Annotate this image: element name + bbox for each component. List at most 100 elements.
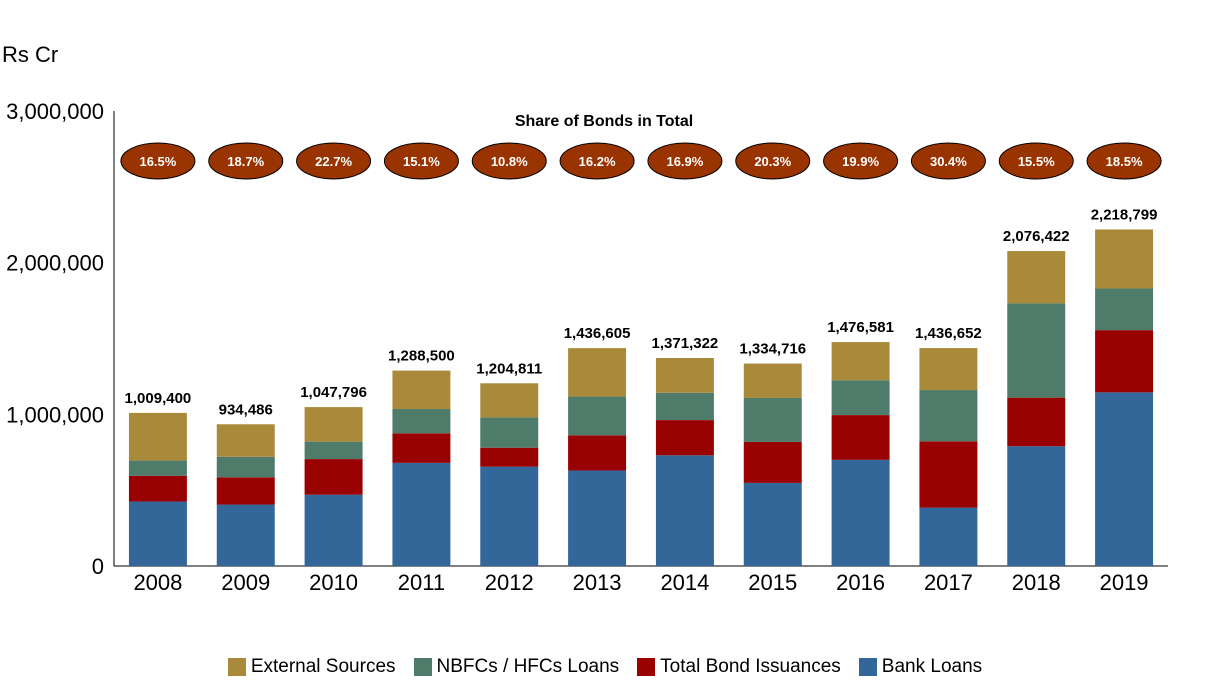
bar-segment-nbfcs-hfcs-loans: [1007, 303, 1066, 398]
bar-segment-nbfcs-hfcs-loans: [568, 396, 627, 436]
bars: [128, 229, 1154, 566]
bond-share-oval: 18.7%: [208, 142, 284, 180]
bar-segment-bank-loans: [480, 466, 539, 566]
legend-item: NBFCs / HFCs Loans: [413, 656, 620, 678]
bar-segment-bank-loans: [919, 507, 978, 566]
bar-segment-bank-loans: [743, 482, 802, 566]
bar-segment-total-bond-issuances: [304, 459, 363, 495]
bar-segment-total-bond-issuances: [392, 433, 451, 463]
bond-share-oval: 20.3%: [735, 142, 811, 180]
bond-share-ovals: 16.5% 18.7% 22.7% 15.1% 10.8% 16.2% 16.9% 20.3%…: [120, 142, 1162, 180]
bar-segment-total-bond-issuances: [216, 477, 275, 505]
total-label: 1,436,652: [915, 325, 982, 342]
bar-segment-external-sources: [919, 348, 978, 391]
bar-segment-nbfcs-hfcs-loans: [1095, 288, 1154, 331]
legend-swatch: [227, 658, 246, 676]
bond-share-oval: 16.2%: [559, 142, 635, 180]
bond-share-oval: 16.9%: [647, 142, 723, 180]
bar-segment-nbfcs-hfcs-loans: [655, 392, 714, 421]
total-label: 1,334,716: [739, 341, 806, 358]
x-tick-label: 2011: [398, 570, 445, 595]
bar-segment-bank-loans: [831, 459, 890, 566]
bar-segment-external-sources: [1095, 229, 1154, 289]
oval-label: 20.3%: [754, 154, 791, 169]
bar-segment-total-bond-issuances: [568, 435, 627, 471]
oval-shape: [208, 142, 284, 180]
bond-share-oval: 15.5%: [998, 142, 1074, 180]
oval-shape: [910, 142, 986, 180]
total-label: 1,436,605: [564, 325, 631, 342]
y-axis-unit-label: Rs Cr: [2, 42, 59, 67]
y-tick-label: 0: [92, 554, 104, 579]
x-tick-label: 2010: [309, 570, 358, 595]
bond-share-oval: 22.7%: [296, 142, 372, 180]
oval-label: 16.2%: [579, 154, 616, 169]
annotation-title: Share of Bonds in Total: [515, 113, 693, 130]
bar-segment-nbfcs-hfcs-loans: [392, 409, 451, 434]
oval-shape: [735, 142, 811, 180]
legend-label: Total Bond Issuances: [660, 656, 841, 677]
total-label: 2,218,799: [1091, 206, 1158, 223]
y-tick-label: 3,000,000: [6, 99, 104, 124]
bond-share-oval: 30.4%: [910, 142, 986, 180]
oval-shape: [1086, 142, 1162, 180]
x-tick-label: 2012: [485, 570, 534, 595]
bond-share-oval: 16.5%: [120, 142, 196, 180]
oval-label: 15.5%: [1018, 154, 1055, 169]
bar-segment-total-bond-issuances: [831, 415, 890, 460]
bar-segment-bank-loans: [1007, 446, 1066, 566]
bar-segment-external-sources: [743, 363, 802, 398]
bar-segment-external-sources: [480, 383, 539, 418]
labels: 1,009,400 2008 934,486 2009 1,047,796 2010 1,2…: [125, 206, 1158, 595]
oval-shape: [471, 142, 547, 180]
oval-label: 18.5%: [1106, 154, 1143, 169]
legend-label: External Sources: [250, 656, 396, 677]
legend-swatch: [637, 658, 656, 676]
bar-segment-total-bond-issuances: [919, 441, 978, 508]
x-tick-label: 2014: [660, 570, 709, 595]
bar-segment-nbfcs-hfcs-loans: [128, 460, 187, 476]
legend: External Sources NBFCs / HFCs Loans Total …: [0, 656, 1210, 678]
oval-shape: [296, 142, 372, 180]
bar-segment-external-sources: [568, 348, 627, 397]
x-tick-label: 2009: [221, 570, 270, 595]
total-label: 2,076,422: [1003, 228, 1070, 245]
bar-segment-nbfcs-hfcs-loans: [480, 417, 539, 448]
legend-label: NBFCs / HFCs Loans: [436, 656, 620, 677]
bar-segment-external-sources: [655, 358, 714, 393]
bar-segment-bank-loans: [655, 455, 714, 566]
bar-segment-nbfcs-hfcs-loans: [831, 380, 890, 416]
y-tick-label: 1,000,000: [6, 402, 104, 427]
bar-segment-external-sources: [1007, 251, 1066, 304]
bond-share-oval: 19.9%: [823, 142, 899, 180]
y-tick-label: 2,000,000: [6, 251, 104, 276]
bar-segment-total-bond-issuances: [128, 475, 187, 502]
bar-segment-nbfcs-hfcs-loans: [743, 397, 802, 442]
bar-segment-nbfcs-hfcs-loans: [304, 441, 363, 460]
bond-share-oval: 15.1%: [383, 142, 459, 180]
oval-label: 16.9%: [666, 154, 703, 169]
legend-swatch: [413, 658, 432, 676]
bar-segment-bank-loans: [1095, 392, 1154, 566]
x-tick-label: 2013: [573, 570, 622, 595]
total-label: 1,288,500: [388, 348, 455, 365]
legend-item: External Sources: [227, 656, 396, 678]
total-label: 1,204,811: [476, 360, 542, 377]
oval-shape: [647, 142, 723, 180]
bond-share-oval: 10.8%: [471, 142, 547, 180]
oval-shape: [120, 142, 196, 180]
bar-segment-total-bond-issuances: [1007, 397, 1066, 447]
x-tick-label: 2016: [836, 570, 885, 595]
bar-segment-external-sources: [831, 342, 890, 381]
bar-segment-nbfcs-hfcs-loans: [216, 456, 275, 478]
x-tick-label: 2018: [1012, 570, 1061, 595]
bar-segment-total-bond-issuances: [655, 420, 714, 456]
bar-segment-nbfcs-hfcs-loans: [919, 390, 978, 442]
bar-segment-total-bond-issuances: [480, 447, 539, 467]
bar-segment-bank-loans: [568, 470, 627, 566]
oval-shape: [823, 142, 899, 180]
x-tick-label: 2015: [748, 570, 797, 595]
bar-segment-external-sources: [304, 407, 363, 442]
oval-label: 15.1%: [403, 154, 440, 169]
